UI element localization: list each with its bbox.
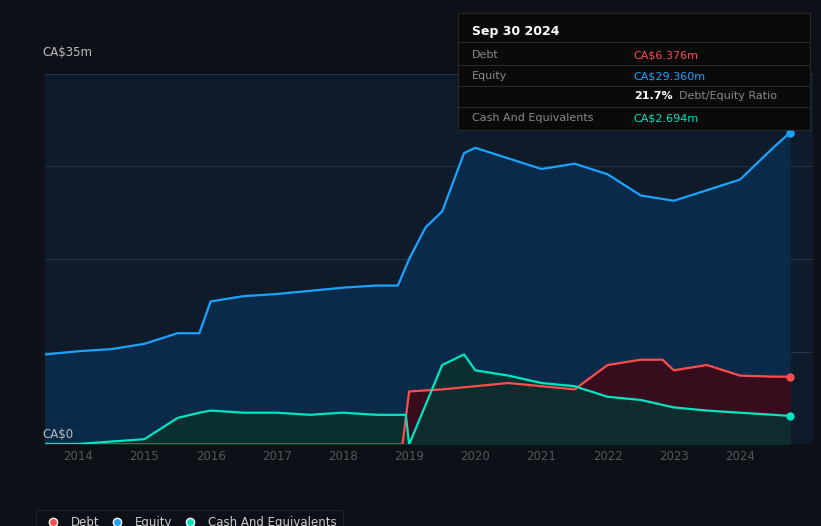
Text: CA$29.360m: CA$29.360m [634,71,706,81]
Text: CA$35m: CA$35m [43,46,93,59]
Text: 21.7%: 21.7% [634,91,672,101]
Text: Equity: Equity [472,71,507,81]
Text: CA$2.694m: CA$2.694m [634,113,699,123]
Text: CA$0: CA$0 [43,428,74,441]
Text: Sep 30 2024: Sep 30 2024 [472,25,560,38]
Legend: Debt, Equity, Cash And Equivalents: Debt, Equity, Cash And Equivalents [35,510,342,526]
Text: Debt: Debt [472,50,499,60]
Text: Cash And Equivalents: Cash And Equivalents [472,113,594,123]
Text: CA$6.376m: CA$6.376m [634,50,699,60]
Text: Debt/Equity Ratio: Debt/Equity Ratio [680,91,777,101]
